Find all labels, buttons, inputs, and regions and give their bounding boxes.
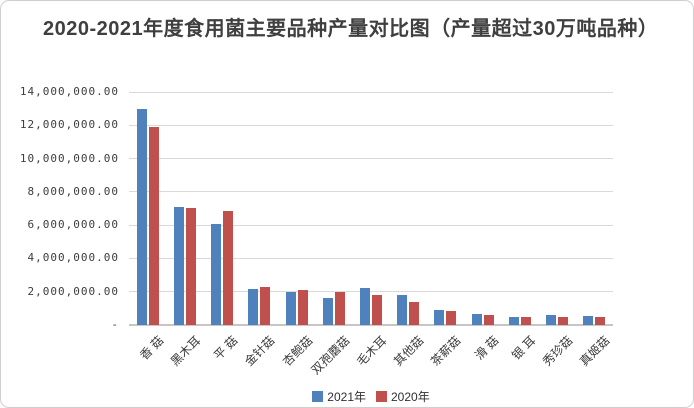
- bar-2021年-杏鲍菇: [285, 292, 296, 325]
- bar-2021年-真姬菇: [583, 316, 594, 325]
- y-axis-tick-label: 2,000,000.00: [27, 284, 119, 298]
- x-axis-category-label: 秀珍菇: [540, 333, 576, 369]
- bar-2020年-杏鲍菇: [297, 290, 308, 325]
- gridline: [129, 158, 613, 160]
- bar-2021年-其他菇: [397, 295, 408, 325]
- bar-2021年-秀珍菇: [546, 315, 557, 325]
- gridline: [129, 124, 613, 126]
- x-axis-category-label: 滑 菇: [471, 333, 502, 363]
- bar-2021年-双孢蘑菇: [322, 298, 333, 325]
- bar-2020年-其他菇: [409, 302, 420, 325]
- bar-2020年-毛木耳: [372, 295, 382, 325]
- legend-label: 2021年: [327, 389, 366, 404]
- x-axis-category-label: 黑木耳: [167, 333, 204, 369]
- bar-2021年-银耳: [508, 317, 519, 325]
- bar-2020年-银耳: [520, 317, 531, 325]
- bar-2020年-香菇: [148, 127, 159, 325]
- legend: 2021年 2020年: [129, 387, 613, 405]
- bar-2020年-滑菇: [483, 315, 494, 325]
- legend-item-2020年: 2020年: [376, 388, 430, 405]
- legend-swatch: [376, 390, 387, 402]
- bar-2021年-香菇: [136, 109, 147, 325]
- bar-2020年-金针菇: [260, 287, 271, 325]
- bar-2020年-真姬菇: [595, 317, 606, 325]
- x-axis-category-label: 香 菇: [136, 333, 166, 363]
- gridline: [129, 91, 613, 93]
- x-axis-category-label: 其他菇: [391, 333, 427, 369]
- x-axis-category-label: 平 菇: [211, 333, 241, 363]
- bar-2021年-黑木耳: [173, 207, 184, 325]
- y-axis-tick-label: -: [111, 318, 119, 331]
- x-axis-category-label: 银 耳: [509, 333, 539, 363]
- bar-2021年-茶薪菇: [434, 310, 445, 325]
- y-axis-tick-label: 8,000,000.00: [27, 184, 119, 198]
- legend-item-2021年: 2021年: [312, 388, 366, 405]
- bar-2020年-秀珍菇: [558, 317, 569, 325]
- x-axis-category-label: 双孢蘑菇: [308, 333, 353, 378]
- gridline: [129, 291, 613, 293]
- gridline: [129, 224, 613, 226]
- bar-2021年-滑菇: [471, 314, 482, 325]
- y-axis-tick-label: 4,000,000.00: [27, 251, 119, 265]
- y-axis-tick-label: 14,000,000.00: [19, 85, 119, 98]
- x-axis-category-label: 真姬菇: [577, 333, 613, 369]
- x-axis-line: [129, 324, 613, 326]
- x-axis-category-label: 茶薪菇: [428, 333, 464, 369]
- bar-2021年-金针菇: [248, 289, 259, 325]
- bar-2021年-平菇: [211, 224, 222, 325]
- bar-2020年-黑木耳: [185, 208, 196, 325]
- y-axis-tick-label: 6,000,000.00: [27, 218, 119, 232]
- y-axis-tick-label: 10,000,000.00: [19, 151, 119, 165]
- x-axis-category-label: 金针菇: [242, 333, 278, 369]
- legend-label: 2020年: [391, 389, 430, 404]
- chart-title: 2020-2021年度食用菌主要品种产量对比图（产量超过30万吨品种）: [43, 18, 659, 40]
- y-axis-tick-label: 12,000,000.00: [19, 118, 119, 132]
- x-axis-category-label: 毛木耳: [353, 333, 390, 369]
- bar-2021年-毛木耳: [360, 288, 370, 325]
- legend-swatch: [312, 390, 324, 402]
- gridline: [129, 257, 613, 259]
- bar-2020年-茶薪菇: [446, 311, 457, 325]
- bar-2020年-平菇: [223, 211, 234, 325]
- gridline: [129, 191, 613, 193]
- bar-2020年-双孢蘑菇: [334, 292, 345, 325]
